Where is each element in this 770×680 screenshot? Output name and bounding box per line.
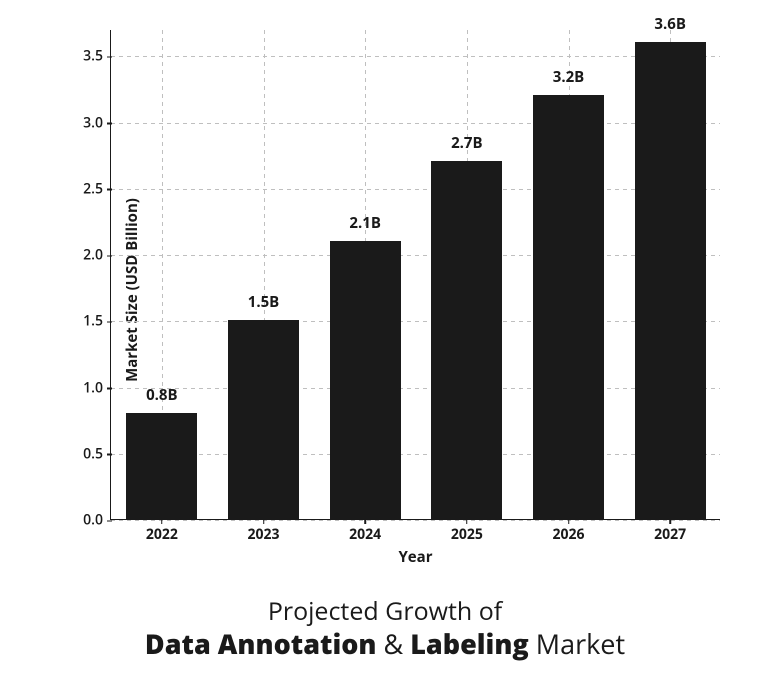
bar-value-label: 2.1B — [349, 213, 381, 233]
gridline-h — [111, 388, 720, 389]
gridline-h — [111, 123, 720, 124]
bar-value-label: 0.8B — [146, 385, 178, 405]
y-tick-label: 2.0 — [83, 246, 111, 265]
caption-line-2: Data Annotation & Labeling Market — [0, 627, 770, 661]
x-axis-label: Year — [398, 547, 432, 567]
bar-value-label: 1.5B — [248, 292, 280, 312]
x-tick-label: 2025 — [451, 519, 483, 544]
y-tick-label: 3.5 — [83, 47, 111, 66]
bar — [330, 241, 401, 519]
x-tick-label: 2023 — [247, 519, 279, 544]
y-tick-label: 1.5 — [83, 312, 111, 331]
y-tick-label: 0.5 — [83, 444, 111, 463]
bar-value-label: 3.2B — [553, 67, 585, 87]
bar-value-label: 2.7B — [451, 133, 483, 153]
y-tick-label: 3.0 — [83, 113, 111, 132]
gridline-h — [111, 454, 720, 455]
y-tick-label: 0.0 — [83, 511, 111, 530]
y-tick-label: 2.5 — [83, 179, 111, 198]
caption-line-1: Projected Growth of — [0, 596, 770, 627]
y-tick-label: 1.0 — [83, 378, 111, 397]
caption-tail: Market — [529, 625, 625, 662]
bar — [228, 320, 299, 519]
bar — [533, 95, 604, 519]
x-tick-label: 2024 — [349, 519, 381, 544]
caption-bold-2: Labeling — [410, 625, 529, 662]
x-tick-label: 2027 — [654, 519, 686, 544]
plot-area: Year 0.00.51.01.52.02.53.03.50.8B20221.5… — [110, 30, 720, 520]
bar — [635, 42, 706, 519]
bar — [431, 161, 502, 519]
gridline-h — [111, 255, 720, 256]
chart-caption: Projected Growth of Data Annotation & La… — [0, 596, 770, 661]
gridline-h — [111, 321, 720, 322]
gridline-h — [111, 520, 720, 521]
x-tick-label: 2022 — [146, 519, 178, 544]
bar — [126, 413, 197, 519]
x-tick-label: 2026 — [552, 519, 584, 544]
gridline-h — [111, 189, 720, 190]
caption-amp: & — [377, 625, 411, 662]
caption-bold-1: Data Annotation — [145, 625, 377, 662]
bar-value-label: 3.6B — [654, 14, 686, 34]
gridline-h — [111, 56, 720, 57]
chart-container: Market Size (USD Billion) Year 0.00.51.0… — [30, 10, 740, 570]
